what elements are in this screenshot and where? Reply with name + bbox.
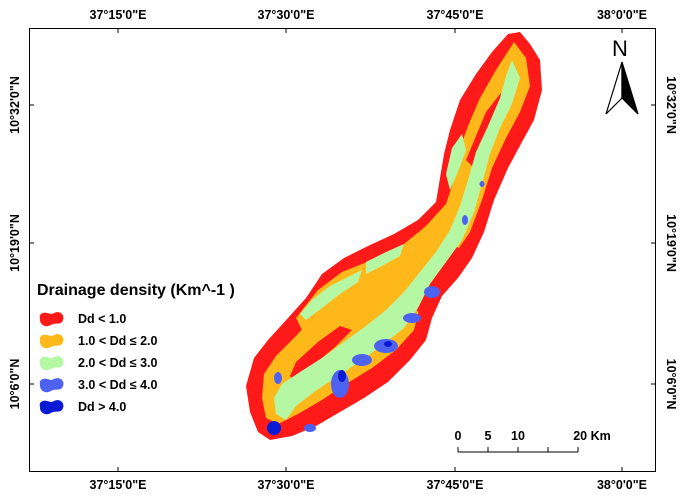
north-arrow [605, 61, 639, 115]
watershed-dd-class-5 [267, 341, 392, 435]
watershed-dd-class-3-branch-a [300, 270, 362, 320]
x-tick-top-4: 38°0'0"E [596, 8, 648, 22]
legend-item: 1.0 < Dd ≤ 2.0 [37, 330, 235, 352]
scale-bar [457, 447, 579, 453]
x-tick-bottom-2: 37°30'0"E [257, 478, 315, 492]
legend-swatch-class-2 [39, 334, 64, 349]
scale-label-20: 20 Km [573, 429, 611, 443]
watershed-dd-class-2 [262, 42, 530, 424]
legend-item: Dd < 1.0 [37, 308, 235, 330]
legend-item: 2.0 < Dd ≤ 3.0 [37, 352, 235, 374]
x-tick-bottom-3: 37°45'0"E [426, 478, 484, 492]
x-tick-top-2: 37°30'0"E [257, 8, 315, 22]
legend-swatch-class-3 [39, 356, 64, 371]
x-tick-bottom-4: 38°0'0"E [596, 478, 648, 492]
legend-title: Drainage density (Km^-1 ) [37, 282, 235, 299]
legend-swatch-class-5 [39, 400, 64, 415]
legend-label: 3.0 < Dd ≤ 4.0 [78, 378, 158, 392]
watershed-dd-class-3-branch-b [366, 244, 404, 274]
graticule-ticks [29, 28, 656, 472]
x-tick-top-3: 37°45'0"E [426, 8, 484, 22]
legend-label: Dd < 1.0 [78, 312, 127, 326]
legend-swatch-class-4 [39, 378, 64, 393]
legend-swatch-class-1 [39, 312, 64, 327]
north-label: N [612, 36, 628, 61]
legend: Drainage density (Km^-1 ) Dd < 1.0 1.0 <… [37, 282, 235, 418]
legend-label: Dd > 4.0 [78, 400, 127, 414]
legend-label: 2.0 < Dd ≤ 3.0 [78, 356, 158, 370]
x-tick-top-1: 37°15'0"E [89, 8, 147, 22]
legend-item: Dd > 4.0 [37, 396, 235, 418]
watershed-dd-class-3-branch-c [446, 134, 466, 190]
legend-item: 3.0 < Dd ≤ 4.0 [37, 374, 235, 396]
scale-label-10: 10 [511, 429, 525, 443]
scale-label-5: 5 [484, 429, 492, 443]
watershed-dd-class-3 [274, 60, 520, 420]
x-tick-bottom-1: 37°15'0"E [89, 478, 147, 492]
legend-label: 1.0 < Dd ≤ 2.0 [78, 334, 158, 348]
scale-label-0: 0 [454, 429, 462, 443]
